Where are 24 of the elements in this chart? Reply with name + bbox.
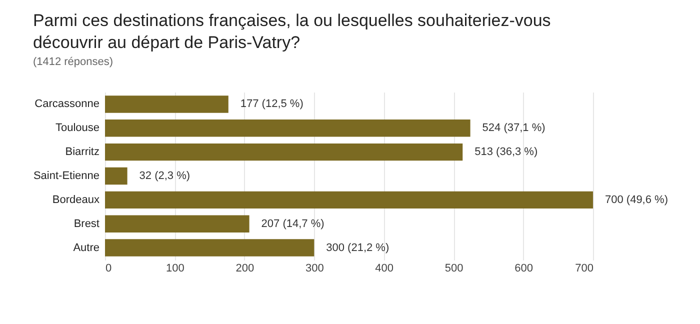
x-tick-label: 400 <box>375 262 394 274</box>
data-label: 207 (14,7 %) <box>261 218 324 230</box>
y-tick-label: Biarritz <box>65 146 100 158</box>
data-label: 700 (49,6 %) <box>605 194 668 206</box>
data-label: 513 (36,3 %) <box>474 146 538 158</box>
data-label: 524 (37,1 %) <box>482 122 546 134</box>
x-tick-label: 200 <box>236 262 254 274</box>
y-tick-label: Brest <box>74 218 100 230</box>
y-tick-label: Carcassonne <box>34 98 100 110</box>
x-tick-label: 600 <box>514 262 533 274</box>
x-tick-label: 300 <box>305 262 324 274</box>
x-tick-label: 0 <box>106 262 112 274</box>
y-tick-label: Saint-Etienne <box>33 170 100 182</box>
y-tick-label: Toulouse <box>55 122 100 134</box>
chart-title: Parmi ces destinations françaises, la ou lesquelles souhaiteriez-vous découvrir au départ de Paris-Vatry? <box>32 11 551 52</box>
y-tick-label: Bordeaux <box>52 194 100 206</box>
data-label: 300 (21,2 %) <box>326 242 390 254</box>
x-tick-label: 500 <box>444 262 464 274</box>
x-tick-label: 100 <box>166 262 184 274</box>
data-label: 32 (2,3 %) <box>139 170 190 182</box>
y-tick-label: Autre <box>73 242 100 254</box>
chart-subtitle: (1412 réponses) <box>32 56 114 68</box>
x-tick-label: 700 <box>575 262 594 274</box>
data-label: 177 (12,5 %) <box>240 98 304 110</box>
